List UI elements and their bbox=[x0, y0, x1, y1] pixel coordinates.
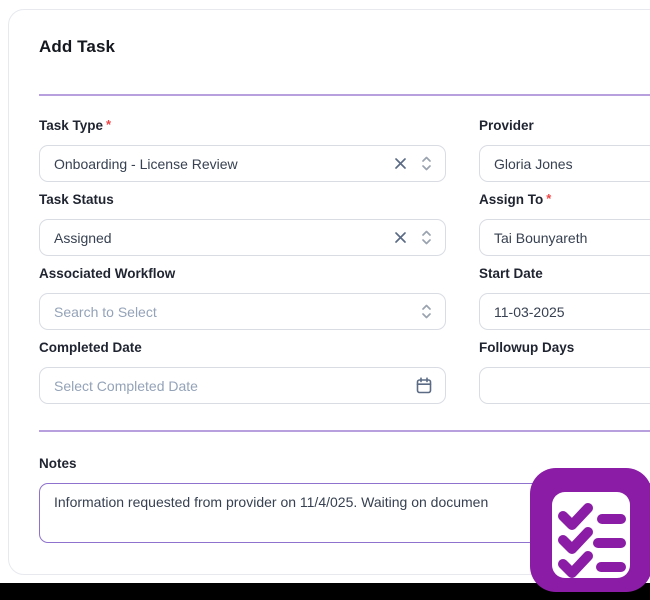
provider-label: Provider bbox=[479, 117, 650, 135]
completed-date-label-text: Completed Date bbox=[39, 340, 142, 355]
assign-to-label-text: Assign To bbox=[479, 192, 544, 207]
field-task-type: Task Type * Onboarding - License Review bbox=[39, 117, 446, 182]
completed-date-label: Completed Date bbox=[39, 339, 446, 357]
updown-chevron-icon[interactable] bbox=[420, 228, 433, 247]
field-completed-date: Completed Date Select Completed Date bbox=[39, 339, 446, 404]
associated-workflow-placeholder: Search to Select bbox=[54, 303, 157, 320]
provider-value: Gloria Jones bbox=[494, 155, 573, 172]
start-date-value: 11-03-2025 bbox=[494, 303, 565, 320]
start-date-label: Start Date bbox=[479, 265, 650, 283]
required-asterisk: * bbox=[106, 117, 112, 132]
form-grid: Task Type * Onboarding - License Review … bbox=[39, 117, 650, 404]
task-status-value: Assigned bbox=[54, 229, 112, 246]
associated-workflow-label: Associated Workflow bbox=[39, 265, 446, 283]
assign-to-label: Assign To * bbox=[479, 191, 650, 209]
field-followup-days: Followup Days bbox=[479, 339, 650, 404]
task-status-icons bbox=[394, 228, 433, 247]
task-status-label-text: Task Status bbox=[39, 192, 114, 207]
x-clear-icon[interactable] bbox=[394, 231, 407, 244]
field-assign-to: Assign To * Tai Bounyareth bbox=[479, 191, 650, 256]
notes-divider bbox=[39, 430, 650, 432]
completed-date-placeholder: Select Completed Date bbox=[54, 377, 198, 394]
start-date-label-text: Start Date bbox=[479, 266, 543, 281]
associated-workflow-select[interactable]: Search to Select bbox=[39, 293, 446, 330]
notes-value: Information requested from provider on 1… bbox=[54, 494, 489, 510]
completed-date-icons bbox=[415, 376, 433, 395]
field-start-date: Start Date 11-03-2025 bbox=[479, 265, 650, 330]
task-type-select[interactable]: Onboarding - License Review bbox=[39, 145, 446, 182]
followup-days-label-text: Followup Days bbox=[479, 340, 575, 355]
provider-select[interactable]: Gloria Jones bbox=[479, 145, 650, 182]
assign-to-value: Tai Bounyareth bbox=[494, 229, 588, 246]
notes-label-text: Notes bbox=[39, 456, 77, 471]
completed-date-input[interactable]: Select Completed Date bbox=[39, 367, 446, 404]
provider-label-text: Provider bbox=[479, 118, 534, 133]
header-divider bbox=[39, 94, 650, 96]
associated-workflow-label-text: Associated Workflow bbox=[39, 266, 176, 281]
checklist-badge-icon bbox=[530, 468, 650, 592]
task-type-label: Task Type * bbox=[39, 117, 446, 135]
task-status-label: Task Status bbox=[39, 191, 446, 209]
followup-days-label: Followup Days bbox=[479, 339, 650, 357]
field-provider: Provider Gloria Jones bbox=[479, 117, 650, 182]
required-asterisk: * bbox=[546, 191, 552, 206]
updown-chevron-icon[interactable] bbox=[420, 302, 433, 321]
notes-label: Notes bbox=[39, 455, 650, 473]
field-associated-workflow: Associated Workflow Search to Select bbox=[39, 265, 446, 330]
associated-workflow-icons bbox=[420, 302, 433, 321]
x-clear-icon[interactable] bbox=[394, 157, 407, 170]
assign-to-select[interactable]: Tai Bounyareth bbox=[479, 219, 650, 256]
start-date-input[interactable]: 11-03-2025 bbox=[479, 293, 650, 330]
task-type-label-text: Task Type bbox=[39, 118, 104, 133]
field-task-status: Task Status Assigned bbox=[39, 191, 446, 256]
letterbox-bar bbox=[0, 583, 650, 600]
followup-days-input[interactable] bbox=[479, 367, 650, 404]
calendar-icon[interactable] bbox=[415, 376, 433, 395]
task-status-select[interactable]: Assigned bbox=[39, 219, 446, 256]
task-type-value: Onboarding - License Review bbox=[54, 155, 238, 172]
task-type-icons bbox=[394, 154, 433, 173]
updown-chevron-icon[interactable] bbox=[420, 154, 433, 173]
modal-title: Add Task bbox=[39, 37, 116, 56]
